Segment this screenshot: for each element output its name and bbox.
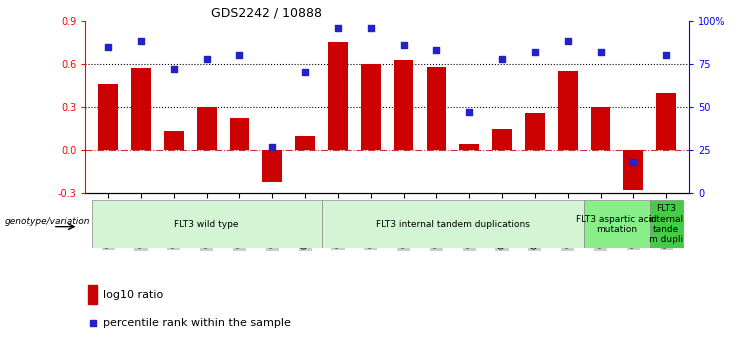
Bar <box>393 59 413 150</box>
Text: log10 ratio: log10 ratio <box>103 290 164 300</box>
Bar <box>328 42 348 150</box>
Text: FLT3 internal tandem duplications: FLT3 internal tandem duplications <box>376 220 530 229</box>
Bar <box>525 113 545 150</box>
Bar <box>584 200 650 248</box>
Point <box>628 159 639 165</box>
Bar <box>558 71 577 150</box>
Bar <box>591 107 611 150</box>
Bar <box>99 84 118 150</box>
Text: FLT3 aspartic acid
mutation: FLT3 aspartic acid mutation <box>576 215 657 234</box>
Bar <box>492 128 512 150</box>
Point <box>266 144 278 149</box>
Point <box>594 49 606 55</box>
Point <box>398 42 410 48</box>
Point <box>332 25 344 30</box>
Bar <box>322 200 584 248</box>
Bar <box>657 92 676 150</box>
Point <box>365 25 376 30</box>
Point <box>660 52 672 58</box>
Bar <box>131 68 151 150</box>
Bar <box>623 150 643 190</box>
Bar <box>427 67 446 150</box>
Point <box>562 39 574 44</box>
Point <box>168 66 180 72</box>
Text: FLT3
internal
tande
m dupli: FLT3 internal tande m dupli <box>648 204 684 244</box>
Bar <box>295 136 315 150</box>
Bar <box>459 144 479 150</box>
Text: genotype/variation: genotype/variation <box>4 217 90 226</box>
Point <box>529 49 541 55</box>
Point <box>135 39 147 44</box>
Bar <box>650 200 682 248</box>
Point <box>201 56 213 61</box>
Bar <box>262 150 282 182</box>
Bar <box>164 131 184 150</box>
Title: GDS2242 / 10888: GDS2242 / 10888 <box>211 7 322 20</box>
Point <box>299 70 311 75</box>
Bar <box>230 118 249 150</box>
Point <box>233 52 245 58</box>
Bar <box>92 200 322 248</box>
Bar <box>88 285 97 304</box>
Point <box>87 320 99 325</box>
Point <box>102 44 114 49</box>
Bar <box>197 107 216 150</box>
Text: percentile rank within the sample: percentile rank within the sample <box>103 317 291 327</box>
Bar <box>361 64 381 150</box>
Text: FLT3 wild type: FLT3 wild type <box>174 220 239 229</box>
Point <box>431 47 442 53</box>
Point <box>463 109 475 115</box>
Point <box>496 56 508 61</box>
